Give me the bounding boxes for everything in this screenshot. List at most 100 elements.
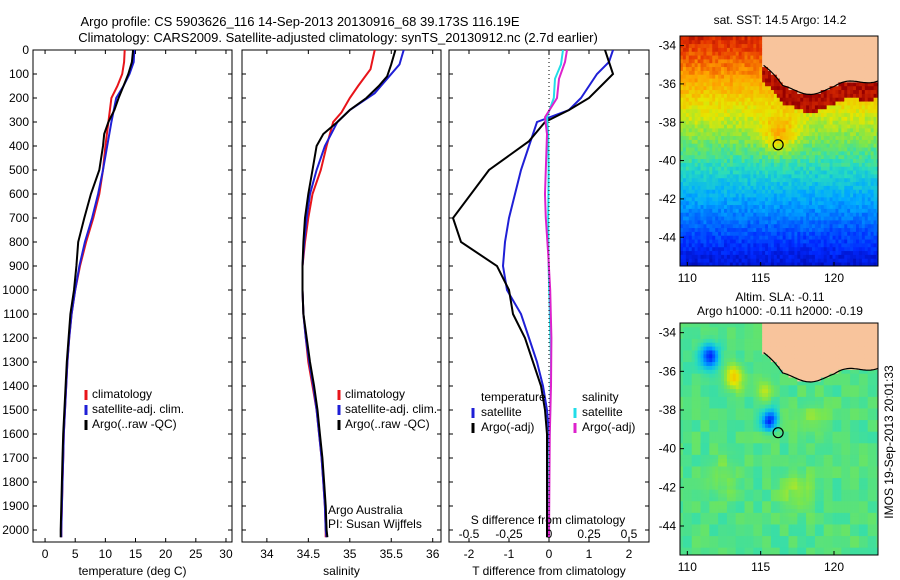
map-cell <box>870 258 874 263</box>
map-cell <box>709 243 713 248</box>
map-cell <box>820 158 825 163</box>
map-cell <box>800 74 804 79</box>
map-cell <box>700 524 704 529</box>
map-cell <box>685 108 690 114</box>
map-cell <box>823 120 828 125</box>
map-cell <box>826 55 830 60</box>
map-cell <box>706 353 710 359</box>
map-cell <box>829 147 833 152</box>
map-cell <box>809 120 813 125</box>
map-cell <box>856 124 860 129</box>
map-cell <box>688 220 693 225</box>
map-cell <box>706 93 710 98</box>
map-cell <box>715 254 719 259</box>
series-group <box>451 50 615 538</box>
map-cell <box>747 174 751 179</box>
map-cell <box>797 204 801 209</box>
map-cell <box>861 189 866 194</box>
map-cell <box>697 473 701 479</box>
map-cell <box>779 262 784 266</box>
map-cell <box>832 231 836 236</box>
map-cell <box>782 246 786 252</box>
map-cell <box>688 323 693 328</box>
map-cell <box>694 47 698 52</box>
map-cell <box>779 51 784 56</box>
map-cell <box>744 105 748 110</box>
map-cell <box>826 47 830 52</box>
map-cell <box>721 162 725 167</box>
map-cell <box>709 442 713 448</box>
map-cell <box>694 427 698 432</box>
map-cell <box>706 62 710 68</box>
map-cell <box>858 158 863 163</box>
map-cell <box>814 105 819 110</box>
map-cell <box>688 400 693 405</box>
map-cell <box>797 139 801 144</box>
map-cell <box>844 151 848 156</box>
map-cell <box>732 197 737 202</box>
map-cell <box>856 78 860 83</box>
map-cell <box>697 365 701 370</box>
map-cell <box>718 36 722 41</box>
map-cell <box>700 527 704 533</box>
map-cell <box>832 47 836 52</box>
map-cell <box>785 154 789 160</box>
map-cell <box>806 97 810 102</box>
map-cell <box>823 220 828 225</box>
map-cell <box>682 200 687 206</box>
map-cell <box>682 504 687 509</box>
map-cell <box>809 154 813 160</box>
map-cell <box>812 231 816 236</box>
map-cell <box>873 223 877 229</box>
map-cell <box>870 85 874 91</box>
map-cell <box>826 243 830 248</box>
map-cell <box>765 101 769 106</box>
map-cell <box>835 66 839 71</box>
map-cell <box>873 174 877 179</box>
map-cell <box>773 212 778 217</box>
map-cell <box>691 439 696 444</box>
legend-label: satellite <box>481 405 522 419</box>
map-cell <box>876 212 878 217</box>
map-cell <box>782 193 786 198</box>
map-cell <box>809 43 813 48</box>
map-cell <box>753 43 757 48</box>
map-cell <box>768 189 772 194</box>
map-cell <box>726 59 731 64</box>
map-cell <box>685 516 690 521</box>
map-cell <box>870 189 874 194</box>
map-cell <box>729 154 734 160</box>
map-cell <box>712 85 716 91</box>
map-cell <box>718 131 722 137</box>
map-cell <box>741 223 745 229</box>
map-cell <box>700 454 704 459</box>
map-cell <box>841 101 845 106</box>
map-cell <box>718 154 722 160</box>
map-cell <box>712 66 716 71</box>
map-cell <box>700 439 704 444</box>
map-cell <box>744 223 748 229</box>
map-cell <box>873 166 877 171</box>
map-cell <box>765 89 769 94</box>
map-cell <box>682 59 687 64</box>
map-cell <box>721 174 725 179</box>
map-cell <box>835 189 839 194</box>
map-cell <box>829 177 833 183</box>
map-cell <box>826 208 830 213</box>
map-cell <box>785 254 789 259</box>
map-cell <box>797 185 801 190</box>
map-cell <box>694 204 698 209</box>
map-cell <box>712 62 716 68</box>
map-cell <box>700 369 704 374</box>
map-cell <box>753 66 757 71</box>
map-cell <box>844 197 848 202</box>
map-cell <box>812 193 816 198</box>
map-cell <box>726 143 731 148</box>
map-cell <box>800 166 804 171</box>
map-cell <box>753 181 757 186</box>
map-cell <box>697 239 701 244</box>
map-cell <box>770 235 775 240</box>
map-cell <box>709 85 713 91</box>
map-cell <box>691 93 696 98</box>
map-cell <box>709 446 713 451</box>
